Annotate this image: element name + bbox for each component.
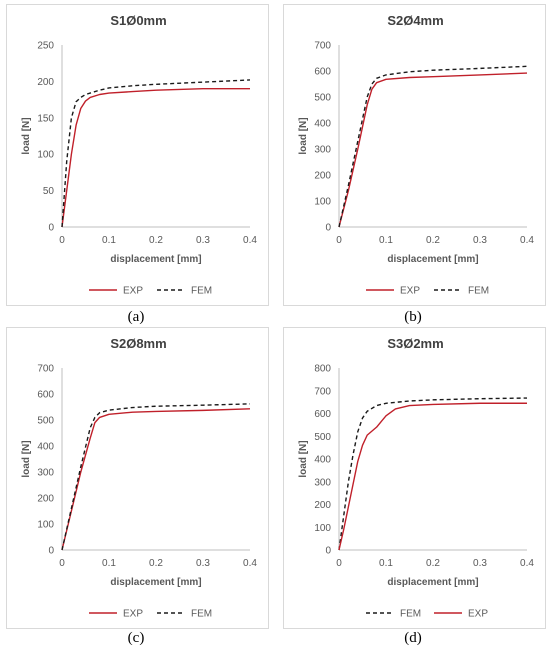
- x-tick-label: 0: [336, 235, 342, 246]
- chart-svg: S2Ø4mm 0 100 200 300 400 500 600 700 0 0.1 0.2 0.3 0.…: [298, 13, 534, 297]
- caption-c: (c): [127, 630, 145, 646]
- y-tick-label: 700: [37, 364, 54, 375]
- y-axis-label: load [N]: [298, 117, 309, 154]
- x-tick-label: 0: [336, 558, 342, 569]
- x-tick-label: 0.2: [426, 235, 440, 246]
- x-tick-label: 0.3: [196, 235, 210, 246]
- x-tick-label: 0.1: [102, 235, 116, 246]
- y-tick-label: 300: [314, 477, 331, 488]
- y-axis-label: load [N]: [21, 440, 32, 477]
- y-tick-label: 100: [37, 520, 54, 531]
- series-exp-line: [338, 402, 527, 551]
- y-tick-label: 0: [48, 546, 54, 557]
- caption-a: (a): [127, 309, 145, 325]
- x-tick-label: 0.2: [426, 558, 440, 569]
- chart-svg: S3Ø2mm 0 100 200 300 400 500 600 700 800 0 0.1 0.2 0.…: [298, 336, 534, 620]
- series-fem-line: [61, 79, 251, 228]
- series-exp-line: [61, 87, 250, 228]
- y-tick-label: 100: [314, 523, 331, 534]
- y-tick-label: 200: [37, 77, 54, 88]
- series-fem-line: [338, 65, 528, 228]
- y-tick-label: 300: [314, 145, 331, 156]
- legend-fem-label: FEM: [468, 286, 489, 297]
- y-tick-label: 0: [48, 223, 54, 234]
- x-tick-label: 0: [59, 235, 65, 246]
- y-tick-label: 400: [314, 119, 331, 130]
- y-tick-label: 100: [314, 197, 331, 208]
- legend-fem-label: FEM: [400, 609, 421, 620]
- x-tick-label: 0.1: [379, 558, 393, 569]
- y-tick-label: 0: [325, 546, 331, 557]
- x-tick-label: 0.4: [520, 558, 534, 569]
- x-axis-label: displacement [mm]: [110, 254, 201, 265]
- x-tick-label: 0: [59, 558, 65, 569]
- y-tick-label: 400: [314, 455, 331, 466]
- y-tick-label: 600: [314, 67, 331, 78]
- chart-svg: S1Ø0mm 0 50 100 150 200 250 0 0.1 0.2 0.3 0.4 displa…: [21, 13, 257, 297]
- y-tick-label: 50: [43, 186, 55, 197]
- y-tick-label: 300: [37, 468, 54, 479]
- y-tick-label: 600: [314, 409, 331, 420]
- y-tick-label: 200: [314, 500, 331, 511]
- chart-panel-b: S2Ø4mm 0 100 200 300 400 500 600 700 0 0.1 0.2 0.3 0.…: [283, 4, 546, 306]
- chart-title: S1Ø0mm: [110, 13, 166, 28]
- y-tick-label: 500: [314, 93, 331, 104]
- caption-b: (b): [404, 309, 422, 325]
- y-tick-label: 100: [37, 150, 54, 161]
- series-exp-line: [338, 72, 528, 228]
- x-axis-label: displacement [mm]: [110, 577, 201, 588]
- chart-panel-d: S3Ø2mm 0 100 200 300 400 500 600 700 800 0 0.1 0.2 0.…: [283, 327, 546, 629]
- x-tick-label: 0.3: [196, 558, 210, 569]
- legend-exp-label: EXP: [468, 609, 488, 620]
- legend-fem-label: FEM: [191, 609, 212, 620]
- chart-title: S2Ø4mm: [387, 13, 443, 28]
- y-tick-label: 0: [325, 223, 331, 234]
- caption-d: (d): [404, 630, 422, 646]
- x-tick-label: 0.4: [520, 235, 534, 246]
- chart-title: S2Ø8mm: [110, 336, 166, 351]
- legend-fem-label: FEM: [191, 286, 212, 297]
- chart-title: S3Ø2mm: [387, 336, 443, 351]
- y-tick-label: 200: [314, 171, 331, 182]
- x-axis-label: displacement [mm]: [387, 577, 478, 588]
- y-tick-label: 700: [314, 386, 331, 397]
- y-axis-label: load [N]: [21, 117, 32, 154]
- x-tick-label: 0.2: [149, 558, 163, 569]
- legend-exp-label: EXP: [123, 609, 143, 620]
- y-axis-label: load [N]: [298, 440, 309, 477]
- y-tick-label: 500: [314, 432, 331, 443]
- x-tick-label: 0.1: [379, 235, 393, 246]
- x-tick-label: 0.4: [243, 558, 257, 569]
- y-tick-label: 700: [314, 41, 331, 52]
- series-fem-line: [61, 403, 251, 551]
- x-tick-label: 0.3: [473, 558, 487, 569]
- chart-svg: S2Ø8mm 0 100 200 300 400 500 600 700 0 0.1 0.2 0.3 0.…: [21, 336, 257, 620]
- x-tick-label: 0.1: [102, 558, 116, 569]
- x-axis-label: displacement [mm]: [387, 254, 478, 265]
- series-fem-line: [338, 397, 528, 551]
- y-tick-label: 250: [37, 41, 54, 52]
- y-tick-label: 800: [314, 364, 331, 375]
- chart-panel-a: S1Ø0mm 0 50 100 150 200 250 0 0.1 0.2 0.3 0.4 displa…: [6, 4, 269, 306]
- y-tick-label: 150: [37, 113, 54, 124]
- series-exp-line: [61, 408, 251, 551]
- y-tick-label: 400: [37, 442, 54, 453]
- y-tick-label: 500: [37, 416, 54, 427]
- chart-panel-c: S2Ø8mm 0 100 200 300 400 500 600 700 0 0.1 0.2 0.3 0.…: [6, 327, 269, 629]
- x-tick-label: 0.3: [473, 235, 487, 246]
- x-tick-label: 0.2: [149, 235, 163, 246]
- x-tick-label: 0.4: [243, 235, 257, 246]
- legend-exp-label: EXP: [123, 286, 143, 297]
- y-tick-label: 200: [37, 494, 54, 505]
- y-tick-label: 600: [37, 390, 54, 401]
- legend-exp-label: EXP: [400, 286, 420, 297]
